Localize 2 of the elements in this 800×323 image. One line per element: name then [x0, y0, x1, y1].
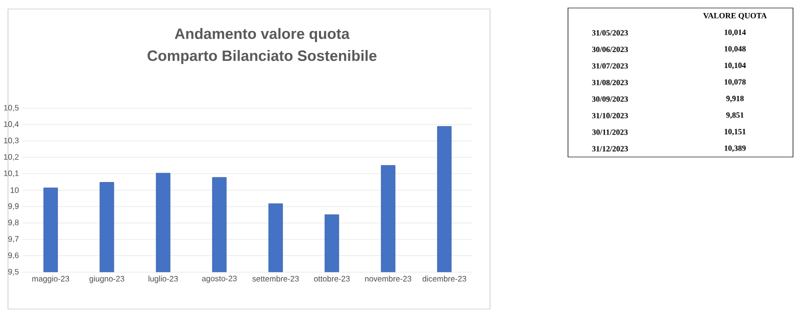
chart-title: Andamento valore quota [174, 28, 350, 42]
chart-subtitle: Comparto Bilanciato Sostenibile [148, 50, 376, 64]
